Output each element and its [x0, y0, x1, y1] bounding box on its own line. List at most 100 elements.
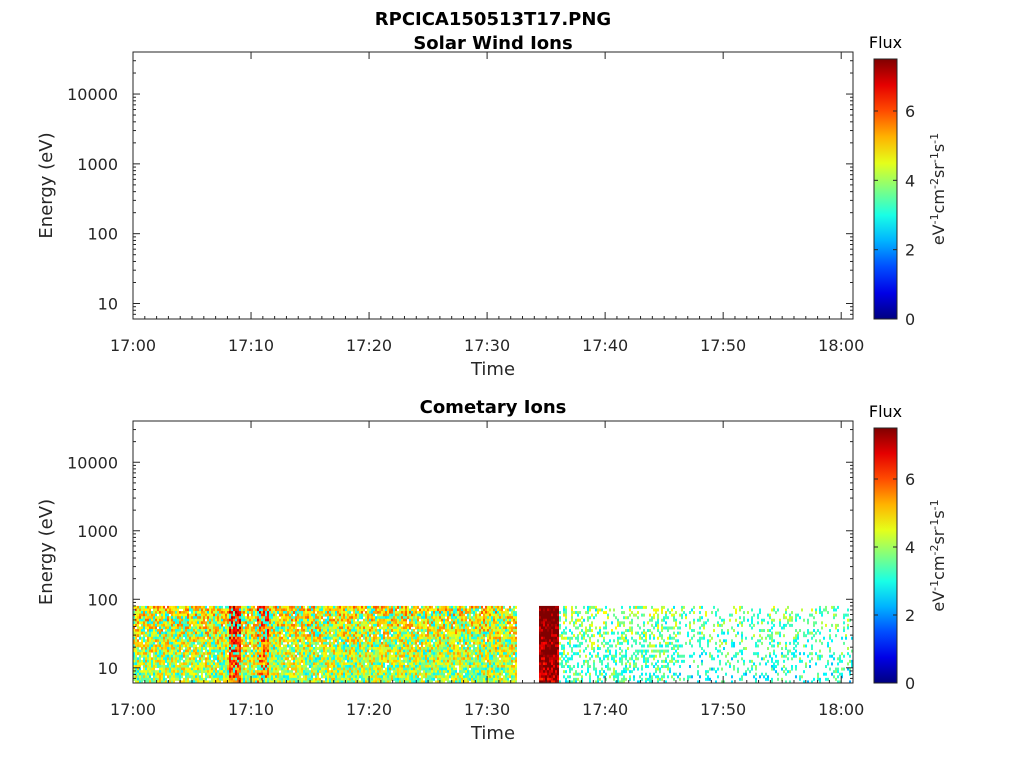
spectrogram-cell: [263, 659, 265, 663]
spectrogram-cell: [151, 611, 153, 615]
spectrogram-cell: [133, 667, 135, 671]
spectrogram-cell: [285, 608, 287, 612]
spectrogram-cell: [329, 608, 331, 612]
spectrogram-cell: [331, 649, 333, 653]
spectrogram-cell: [195, 636, 197, 640]
spectrogram-cell: [165, 636, 167, 640]
spectrogram-cell: [425, 665, 427, 668]
spectrogram-cell: [401, 636, 403, 640]
spectrogram-cell: [173, 621, 175, 625]
spectrogram-cell: [325, 644, 327, 648]
spectrogram-cell: [215, 641, 217, 645]
spectrogram-cell: [187, 608, 189, 612]
spectrogram-cell: [405, 636, 407, 640]
spectrogram-cell: [439, 631, 441, 635]
spectrogram-cell: [431, 616, 433, 620]
spectrogram-cell: [267, 636, 269, 640]
spectrogram-cell: [405, 634, 407, 638]
spectrogram-cell: [421, 641, 423, 645]
spectrogram-cell: [249, 616, 251, 620]
spectrogram-cell: [305, 647, 307, 650]
spectrogram-cell: [171, 657, 173, 661]
spectrogram-cell: [403, 659, 405, 663]
spectrogram-cell: [299, 677, 301, 681]
spectrogram-cell: [353, 644, 355, 648]
spectrogram-cell: [399, 667, 401, 671]
spectrogram-cell: [269, 626, 271, 630]
spectrogram-cell: [315, 639, 317, 643]
spectrogram-cell: [225, 629, 227, 633]
spectrogram-cell: [389, 639, 391, 643]
spectrogram-cell: [257, 631, 259, 635]
spectrogram-cell: [305, 672, 307, 676]
spectrogram-cell: [177, 677, 179, 681]
spectrogram-cell: [451, 636, 453, 640]
spectrogram-cell: [447, 647, 449, 650]
spectrogram-cell: [171, 659, 173, 663]
spectrogram-cell: [335, 626, 337, 630]
spectrogram-cell: [225, 644, 227, 648]
spectrogram-cell: [453, 641, 455, 645]
spectrogram-cell: [297, 616, 299, 620]
spectrogram-cell: [267, 631, 269, 635]
spectrogram-cell: [143, 631, 145, 635]
spectrogram-cell: [349, 611, 351, 615]
spectrogram-cell: [331, 657, 333, 661]
spectrogram-cell: [351, 626, 353, 630]
spectrogram-cell: [377, 613, 379, 617]
spectrogram-cell: [279, 657, 281, 661]
spectrogram-cell: [385, 608, 387, 612]
spectrogram-cell: [333, 631, 335, 635]
spectrogram-cell: [185, 623, 187, 627]
spectrogram-cell: [249, 641, 251, 645]
spectrogram-cell: [351, 680, 353, 684]
spectrogram-cell: [365, 649, 367, 653]
spectrogram-cell: [387, 677, 389, 681]
spectrogram-cell: [251, 652, 253, 656]
spectrogram-cell: [135, 652, 137, 656]
spectrogram-cell: [285, 644, 287, 648]
spectrogram-cell: [167, 636, 169, 640]
spectrogram-cell: [251, 631, 253, 635]
spectrogram-cell: [245, 605, 247, 609]
spectrogram-cell: [405, 611, 407, 615]
spectrogram-cell: [217, 605, 219, 609]
spectrogram-cell: [385, 605, 387, 609]
spectrogram-cell: [167, 647, 169, 650]
spectrogram-cell: [241, 675, 243, 679]
spectrogram-cell: [149, 608, 151, 612]
spectrogram-cell: [235, 621, 237, 625]
spectrogram-cell: [425, 644, 427, 648]
spectrogram-cell: [263, 644, 265, 648]
spectrogram-cell: [135, 647, 137, 650]
spectrogram-cell: [269, 659, 271, 663]
spectrogram-cell: [419, 649, 421, 653]
spectrogram-cell: [331, 675, 333, 679]
spectrogram-cell: [149, 662, 151, 666]
spectrogram-cell: [245, 677, 247, 681]
spectrogram-cell: [447, 675, 449, 679]
spectrogram-cell: [147, 605, 149, 609]
spectrogram-cell: [433, 644, 435, 648]
spectrogram-cell: [393, 654, 395, 658]
spectrogram-cell: [157, 618, 159, 622]
spectrogram-cell: [255, 659, 257, 663]
spectrogram-cell: [431, 613, 433, 617]
spectrogram-cell: [201, 654, 203, 658]
spectrogram-cell: [315, 621, 317, 625]
spectrogram-cell: [345, 608, 347, 612]
spectrogram-cell: [133, 649, 135, 653]
spectrogram-cell: [453, 667, 455, 671]
spectrogram-cell: [435, 616, 437, 620]
spectrogram-cell: [203, 644, 205, 648]
spectrogram-cell: [197, 608, 199, 612]
spectrogram-cell: [463, 608, 465, 612]
spectrogram-cell: [135, 665, 137, 668]
spectrogram-cell: [175, 652, 177, 656]
spectrogram-cell: [303, 677, 305, 681]
spectrogram-cell: [321, 670, 323, 674]
spectrogram-cell: [139, 652, 141, 656]
spectrogram-cell: [207, 629, 209, 633]
spectrogram-cell: [161, 634, 163, 638]
spectrogram-cell: [451, 670, 453, 674]
